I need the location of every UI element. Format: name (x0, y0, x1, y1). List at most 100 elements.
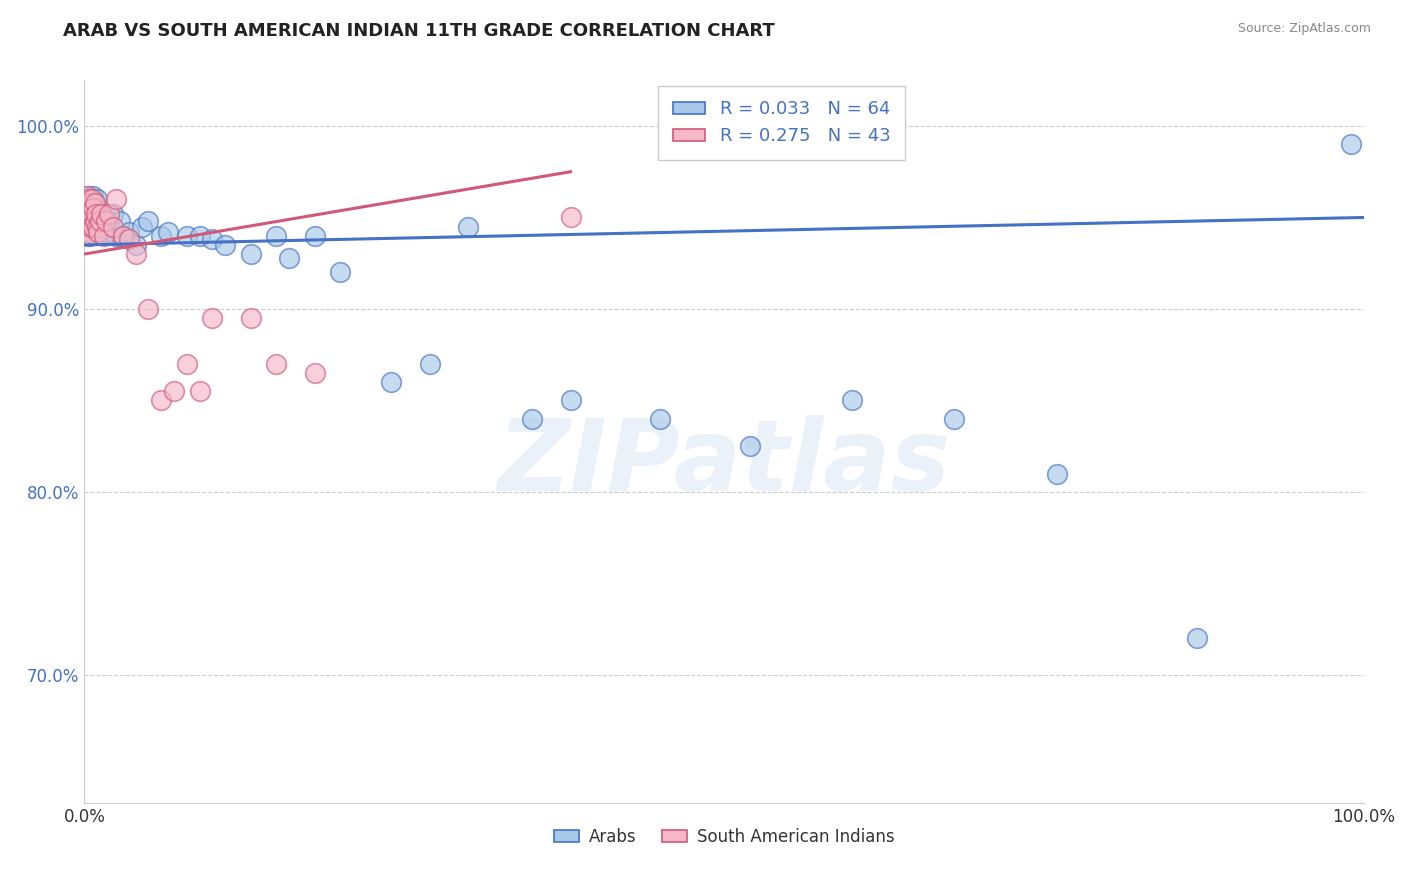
Point (79, 202, 101, 216)
Point (86, 192, 108, 206)
Point (278, 251, 301, 265)
Point (943, 411, 966, 425)
Point (83, 214, 105, 228)
Point (1046, 467, 1069, 481)
Point (89, 214, 111, 228)
Point (176, 357, 198, 371)
Point (83, 195, 105, 210)
Point (96, 214, 118, 228)
Point (138, 214, 160, 228)
Point (150, 228, 173, 243)
Point (83, 214, 105, 228)
Point (329, 265, 352, 279)
Point (80, 195, 103, 210)
Point (176, 228, 198, 243)
Point (79, 228, 101, 243)
Point (93, 211, 115, 225)
Point (94, 214, 117, 228)
Point (76, 192, 98, 206)
Point (738, 439, 761, 453)
Point (380, 375, 402, 389)
Point (76, 195, 98, 210)
Point (84, 202, 107, 216)
Point (650, 411, 672, 425)
Point (118, 225, 141, 239)
Point (150, 393, 173, 408)
Point (90, 207, 112, 221)
Point (105, 228, 128, 243)
Point (124, 238, 146, 252)
Point (76, 219, 98, 234)
Point (138, 301, 160, 316)
Point (560, 211, 582, 225)
Text: Source: ZipAtlas.com: Source: ZipAtlas.com (1237, 22, 1371, 36)
Point (82, 202, 104, 216)
Point (79, 192, 101, 206)
Legend: Arabs, South American Indians: Arabs, South American Indians (547, 821, 901, 852)
Point (80, 219, 103, 234)
Point (111, 228, 134, 243)
Point (77, 202, 100, 216)
Point (79, 214, 101, 228)
Point (90, 207, 112, 221)
Point (201, 311, 224, 326)
Text: ZIPatlas: ZIPatlas (498, 415, 950, 512)
Point (82, 219, 104, 234)
Point (76, 188, 98, 202)
Point (75, 211, 97, 225)
Point (188, 228, 211, 243)
Point (97, 207, 120, 221)
Point (84, 225, 107, 239)
Text: ARAB VS SOUTH AMERICAN INDIAN 11TH GRADE CORRELATION CHART: ARAB VS SOUTH AMERICAN INDIAN 11TH GRADE… (63, 22, 775, 40)
Point (111, 228, 134, 243)
Point (82, 188, 104, 202)
Point (79, 207, 101, 221)
Point (304, 228, 326, 243)
Y-axis label: 11th Grade: 11th Grade (0, 394, 6, 489)
Point (124, 247, 146, 261)
Point (87, 225, 110, 239)
Point (75, 192, 97, 206)
Point (76, 202, 98, 216)
Point (82, 219, 104, 234)
Point (1187, 631, 1209, 645)
Point (94, 225, 117, 239)
Point (239, 311, 262, 326)
Point (457, 219, 479, 234)
Point (80, 192, 103, 206)
Point (163, 384, 186, 399)
Point (214, 238, 236, 252)
Point (77, 225, 100, 239)
Point (91, 219, 114, 234)
Point (264, 357, 288, 371)
Point (239, 247, 262, 261)
Point (304, 366, 326, 380)
Point (156, 225, 179, 239)
Point (131, 219, 153, 234)
Point (105, 192, 128, 206)
Point (118, 232, 141, 246)
Point (841, 393, 863, 408)
Point (77, 214, 100, 228)
Point (101, 207, 124, 221)
Point (80, 219, 103, 234)
Point (77, 195, 100, 210)
Point (77, 211, 100, 225)
Point (520, 411, 543, 425)
Point (75, 207, 97, 221)
Point (264, 228, 288, 243)
Point (86, 211, 108, 225)
Point (89, 214, 111, 228)
Point (93, 228, 115, 243)
Point (80, 192, 103, 206)
Point (77, 225, 100, 239)
Point (108, 214, 131, 228)
Point (83, 195, 105, 210)
Point (77, 188, 100, 202)
Point (1340, 137, 1362, 152)
Point (79, 228, 101, 243)
Point (80, 211, 103, 225)
Point (80, 195, 103, 210)
Point (86, 219, 108, 234)
Point (101, 219, 124, 234)
